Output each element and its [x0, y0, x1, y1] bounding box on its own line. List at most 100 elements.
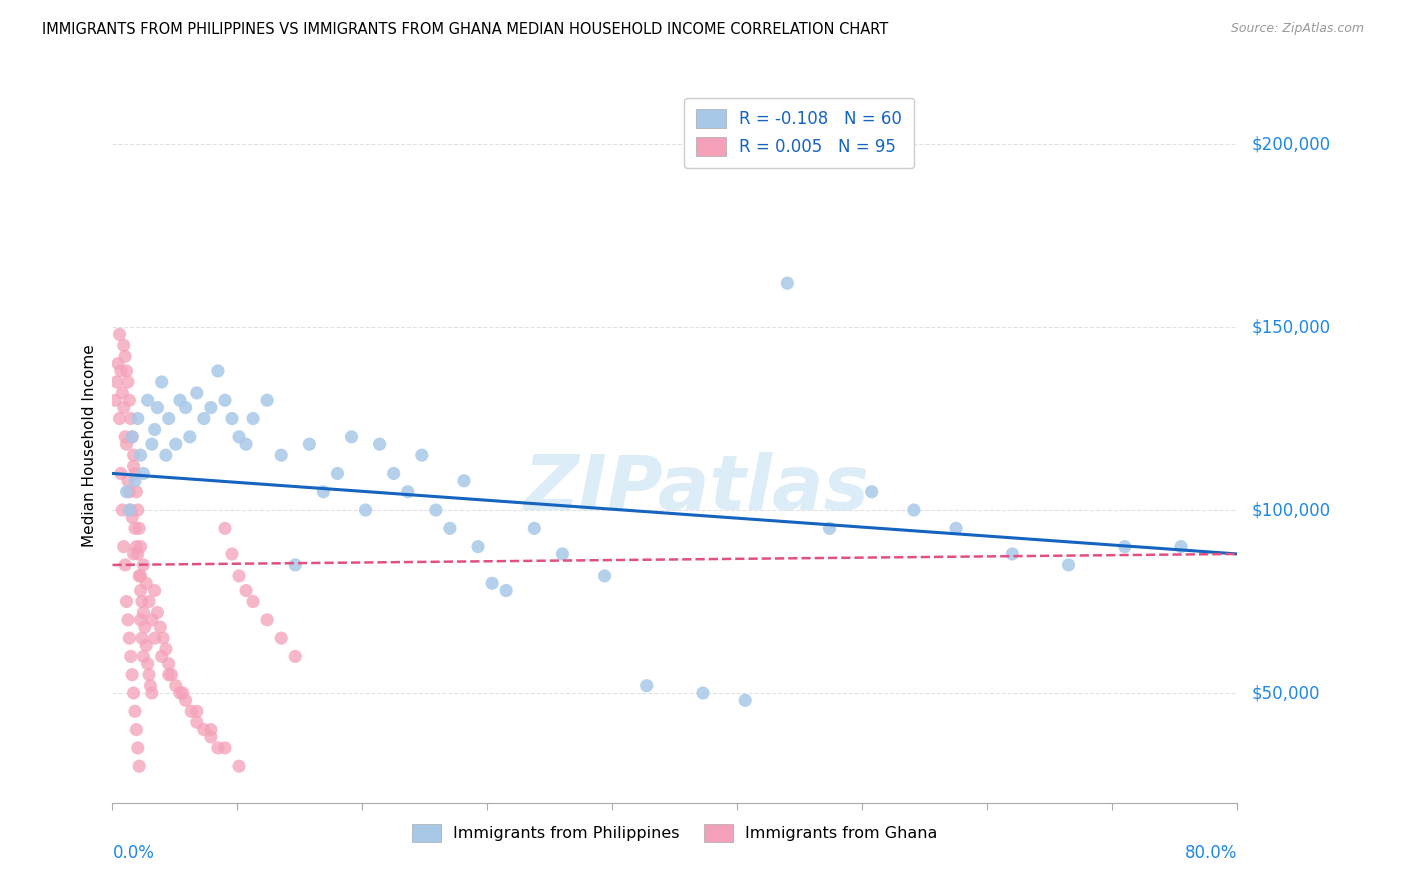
Point — [141, 613, 163, 627]
Point — [193, 723, 215, 737]
Text: $150,000: $150,000 — [1251, 318, 1330, 336]
Point — [180, 704, 202, 718]
Point — [125, 723, 148, 737]
Point — [120, 411, 142, 425]
Point — [160, 667, 183, 681]
Point — [117, 375, 139, 389]
Point — [131, 631, 153, 645]
Point — [132, 558, 155, 572]
Point — [235, 437, 257, 451]
Point — [114, 349, 136, 363]
Point — [169, 686, 191, 700]
Point — [138, 667, 160, 681]
Point — [593, 569, 616, 583]
Point — [111, 503, 134, 517]
Point — [155, 642, 177, 657]
Point — [284, 649, 307, 664]
Point — [121, 510, 143, 524]
Point — [903, 503, 925, 517]
Point — [157, 657, 180, 671]
Point — [127, 503, 149, 517]
Point — [124, 704, 146, 718]
Point — [235, 583, 257, 598]
Point — [118, 503, 141, 517]
Point — [453, 474, 475, 488]
Point — [125, 540, 148, 554]
Point — [122, 547, 145, 561]
Point — [169, 393, 191, 408]
Point — [118, 631, 141, 645]
Text: 0.0%: 0.0% — [112, 845, 155, 863]
Point — [141, 686, 163, 700]
Point — [127, 740, 149, 755]
Point — [467, 540, 489, 554]
Point — [110, 364, 132, 378]
Point — [214, 521, 236, 535]
Point — [186, 715, 208, 730]
Point — [114, 430, 136, 444]
Point — [132, 606, 155, 620]
Point — [108, 327, 131, 342]
Point — [120, 503, 142, 517]
Point — [200, 730, 222, 744]
Point — [143, 423, 166, 437]
Point — [179, 430, 201, 444]
Point — [228, 430, 250, 444]
Point — [141, 437, 163, 451]
Point — [112, 338, 135, 352]
Point — [523, 521, 546, 535]
Point — [174, 693, 197, 707]
Text: ZIPatlas: ZIPatlas — [524, 452, 870, 525]
Point — [115, 364, 138, 378]
Point — [207, 740, 229, 755]
Point — [117, 474, 139, 488]
Y-axis label: Median Household Income: Median Household Income — [82, 344, 97, 548]
Point — [165, 679, 187, 693]
Point — [1170, 540, 1192, 554]
Point — [157, 411, 180, 425]
Point — [136, 657, 159, 671]
Point — [396, 484, 419, 499]
Point — [121, 430, 143, 444]
Point — [256, 613, 278, 627]
Point — [945, 521, 967, 535]
Text: Source: ZipAtlas.com: Source: ZipAtlas.com — [1230, 22, 1364, 36]
Text: 80.0%: 80.0% — [1185, 845, 1237, 863]
Point — [200, 401, 222, 415]
Point — [149, 620, 172, 634]
Text: $100,000: $100,000 — [1251, 501, 1330, 519]
Point — [129, 569, 152, 583]
Point — [117, 613, 139, 627]
Point — [157, 667, 180, 681]
Point — [284, 558, 307, 572]
Point — [207, 364, 229, 378]
Point — [143, 631, 166, 645]
Point — [776, 276, 799, 290]
Point — [270, 631, 292, 645]
Point — [124, 474, 146, 488]
Point — [165, 437, 187, 451]
Point — [174, 401, 197, 415]
Point — [107, 357, 129, 371]
Point — [127, 411, 149, 425]
Point — [124, 467, 146, 481]
Point — [692, 686, 714, 700]
Point — [354, 503, 377, 517]
Point — [1114, 540, 1136, 554]
Point — [122, 459, 145, 474]
Point — [326, 467, 349, 481]
Point — [132, 467, 155, 481]
Point — [104, 393, 127, 408]
Point — [131, 594, 153, 608]
Point — [382, 467, 405, 481]
Point — [636, 679, 658, 693]
Point — [120, 649, 142, 664]
Point — [129, 448, 152, 462]
Text: IMMIGRANTS FROM PHILIPPINES VS IMMIGRANTS FROM GHANA MEDIAN HOUSEHOLD INCOME COR: IMMIGRANTS FROM PHILIPPINES VS IMMIGRANT… — [42, 22, 889, 37]
Point — [1001, 547, 1024, 561]
Point — [228, 569, 250, 583]
Point — [152, 631, 174, 645]
Point — [132, 649, 155, 664]
Point — [221, 547, 243, 561]
Point — [111, 386, 134, 401]
